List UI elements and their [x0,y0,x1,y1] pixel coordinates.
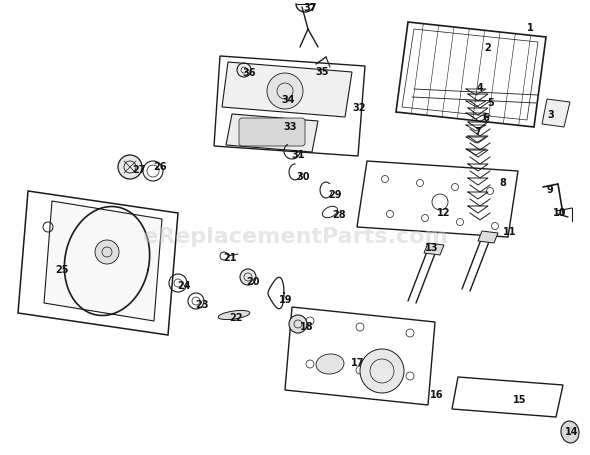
Text: 17: 17 [351,357,365,367]
Polygon shape [214,57,365,157]
Ellipse shape [316,354,344,374]
Text: 30: 30 [296,172,310,182]
Text: 18: 18 [300,321,314,331]
Text: 37: 37 [303,3,317,13]
Circle shape [267,74,303,110]
Text: 10: 10 [553,207,567,217]
Polygon shape [285,307,435,405]
Circle shape [240,269,256,285]
Text: 2: 2 [484,43,491,53]
Text: 24: 24 [177,280,191,290]
FancyBboxPatch shape [239,119,305,147]
Polygon shape [18,192,178,335]
Text: 20: 20 [246,276,260,286]
Text: 19: 19 [279,294,293,304]
Text: 28: 28 [332,210,346,219]
Text: 14: 14 [565,426,579,436]
Polygon shape [44,202,162,321]
Polygon shape [222,63,352,118]
Text: 23: 23 [195,299,209,309]
Text: 27: 27 [132,165,146,175]
Text: 33: 33 [283,122,297,131]
Circle shape [360,349,404,393]
Text: 32: 32 [352,103,366,113]
Text: 9: 9 [546,185,553,195]
Text: 16: 16 [430,389,444,399]
Text: 34: 34 [281,95,295,105]
Text: 13: 13 [425,243,439,253]
Text: 7: 7 [474,127,481,136]
Polygon shape [226,115,318,153]
Text: 1: 1 [527,23,533,33]
Circle shape [95,241,119,264]
Text: 26: 26 [153,162,167,172]
Text: 8: 8 [500,177,506,187]
Text: 15: 15 [513,394,527,404]
Text: 6: 6 [483,113,489,123]
Text: 3: 3 [548,110,555,120]
Polygon shape [478,232,498,243]
Text: 36: 36 [242,68,255,78]
Polygon shape [357,162,518,238]
Ellipse shape [561,421,579,443]
Ellipse shape [218,311,250,320]
Polygon shape [452,377,563,417]
Text: 5: 5 [487,98,494,108]
Text: 29: 29 [328,190,342,200]
Polygon shape [542,100,570,128]
Text: 31: 31 [291,150,305,160]
Circle shape [289,315,307,333]
Text: 12: 12 [437,207,451,217]
Text: eReplacementParts.com: eReplacementParts.com [143,227,447,247]
Circle shape [118,156,142,180]
Text: 35: 35 [315,67,329,77]
Text: 11: 11 [503,227,517,237]
Polygon shape [424,243,444,255]
Text: 25: 25 [55,264,69,274]
Text: 21: 21 [223,253,237,263]
Text: 22: 22 [230,312,242,322]
Text: 4: 4 [477,83,483,93]
Polygon shape [396,23,546,128]
